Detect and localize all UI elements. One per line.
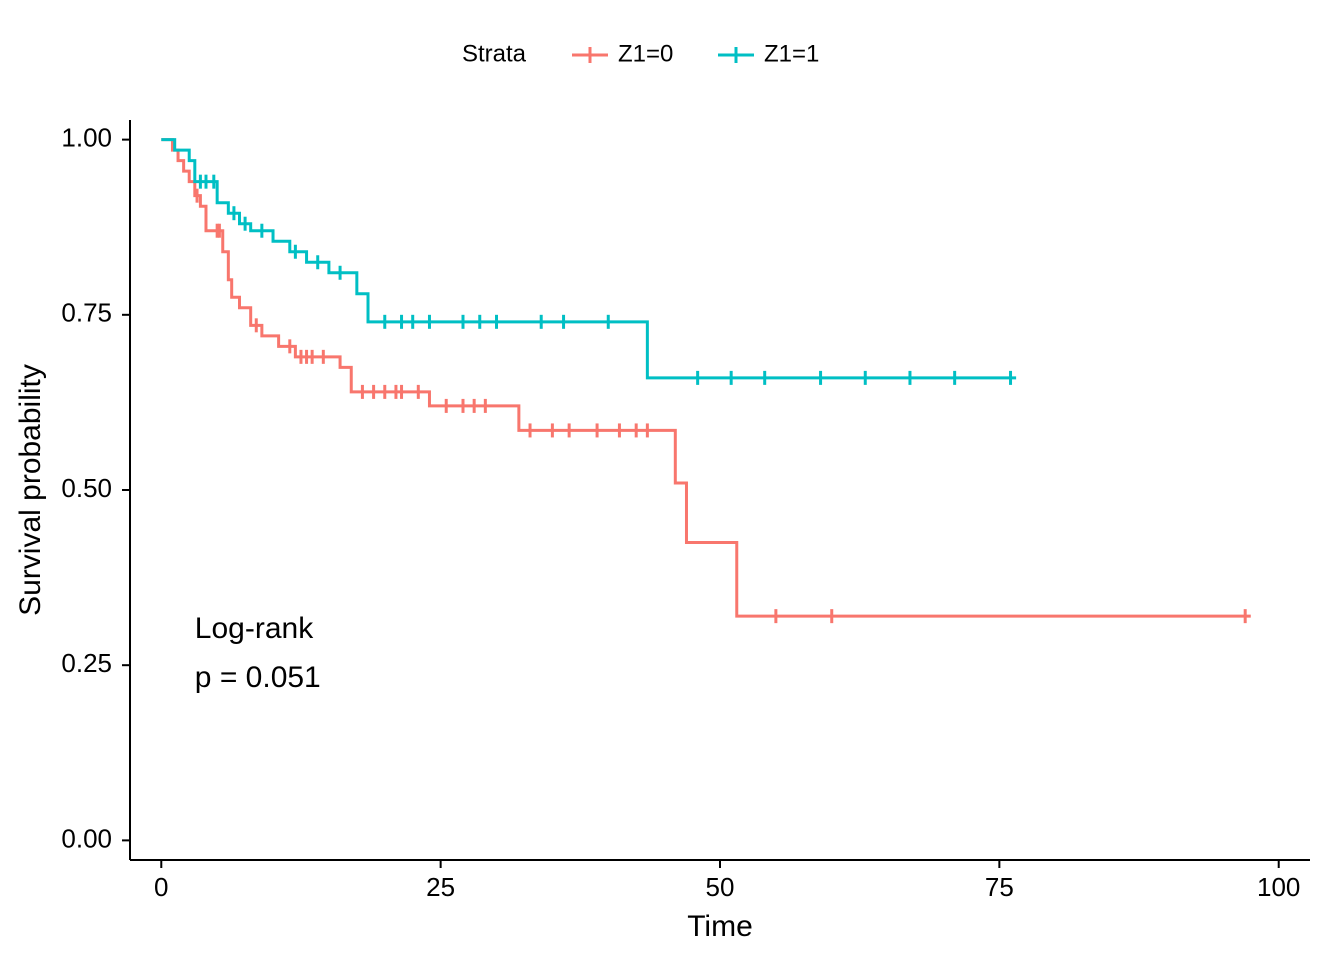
x-tick-label: 25: [426, 872, 455, 902]
x-tick-label: 50: [706, 872, 735, 902]
legend-title: Strata: [462, 40, 527, 67]
legend: Strata Z1=0 Z1=1: [462, 40, 819, 67]
x-tick-label: 0: [154, 872, 168, 902]
x-tick-label: 75: [985, 872, 1014, 902]
x-tick-label: 100: [1257, 872, 1300, 902]
y-tick-label: 0.50: [61, 473, 112, 503]
legend-item-label: Z1=1: [764, 40, 819, 67]
y-tick-label: 0.75: [61, 298, 112, 328]
y-axis-title: Survival probability: [14, 364, 47, 616]
y-tick-label: 0.00: [61, 823, 112, 853]
y-tick-label: 1.00: [61, 122, 112, 152]
legend-item-label: Z1=0: [618, 40, 673, 67]
km-survival-chart: Strata Z1=0 Z1=1 0 25 50 75 100 Time 0.00 0.25 0.50…: [0, 0, 1344, 960]
y-tick-label: 0.25: [61, 648, 112, 678]
annotation-pvalue: p = 0.051: [195, 661, 321, 694]
x-axis-title: Time: [687, 910, 753, 943]
annotation-title: Log-rank: [195, 612, 314, 645]
